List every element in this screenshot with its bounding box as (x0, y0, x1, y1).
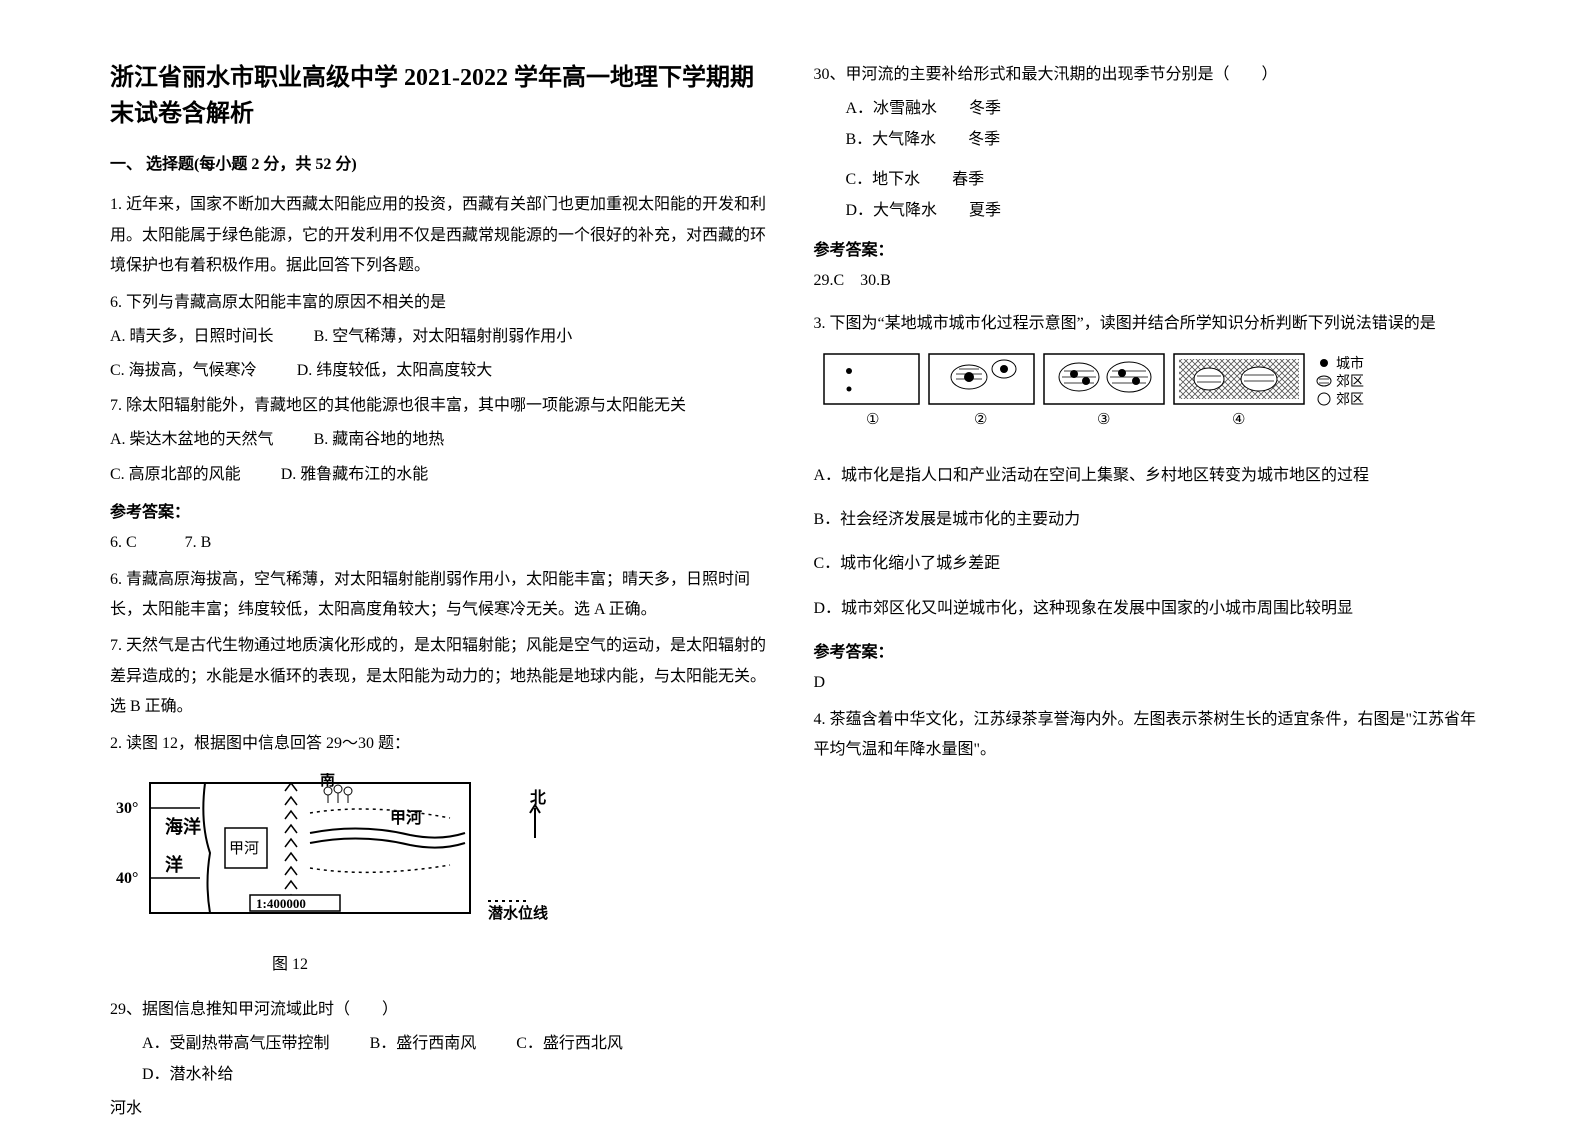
q29-opts: A．受副热带高气压带控制 B．盛行西南风 C．盛行西北风 D．潜水补给 (142, 1029, 774, 1090)
opt-29b: B．盛行西南风 (370, 1029, 477, 1059)
q2-stem: 2. 读图 12，根据图中信息回答 29～30 题： (110, 729, 774, 759)
opt-7b: B. 藏南谷地的地热 (314, 425, 445, 455)
q30-row2: C．地下水 春季 D．大气降水 夏季 (846, 165, 1478, 226)
opt-6d: D. 纬度较低，太阳高度较大 (297, 356, 493, 386)
q1-answer-label: 参考答案： (110, 498, 774, 528)
num2: ② (974, 412, 987, 428)
legend-exurb: 郊区 (1336, 391, 1364, 408)
opt-6a: A. 晴天多，日照时间长 (110, 322, 274, 352)
opt-29d: D．潜水补给 (142, 1060, 234, 1090)
q30-row1: A．冰雪融水 冬季 B．大气降水 冬季 (846, 94, 1478, 155)
q1-s6-row1: A. 晴天多，日照时间长 B. 空气稀薄，对太阳辐射削弱作用小 (110, 322, 774, 352)
figure-12: 30° 40° 海洋 洋 甲河 (110, 773, 774, 981)
q29-tail: 河水 (110, 1094, 774, 1124)
q30-answer-label: 参考答案： (814, 236, 1478, 266)
south-label: 南 (320, 773, 335, 789)
exam-title: 浙江省丽水市职业高级中学 2021-2022 学年高一地理下学期期末试卷含解析 (110, 60, 774, 132)
q4-stem: 4. 茶蕴含着中华文化，江苏绿茶享誉海内外。左图表示茶树生长的适宜条件，右图是"… (814, 705, 1478, 766)
q3-a: A．城市化是指人口和产业活动在空间上集聚、乡村地区转变为城市地区的过程 (814, 461, 1478, 491)
lat-40: 40° (116, 870, 138, 887)
legend-city: 城市 (1336, 355, 1364, 372)
legend-suburb: 郊区 (1336, 373, 1364, 390)
q1-stem: 1. 近年来，国家不断加大西藏太阳能应用的投资，西藏有关部门也更加重视太阳能的开… (110, 190, 774, 281)
q1-s7-row1: A. 柴达木盆地的天然气 B. 藏南谷地的地热 (110, 425, 774, 455)
right-column: 30、甲河流的主要补给形式和最大汛期的出现季节分别是（ ） A．冰雪融水 冬季 … (794, 60, 1498, 1062)
scale-label: 1:400000 (256, 896, 306, 911)
q1-s7-row2: C. 高原北部的风能 D. 雅鲁藏布江的水能 (110, 460, 774, 490)
opt-7d: D. 雅鲁藏布江的水能 (281, 460, 429, 490)
q30: 30、甲河流的主要补给形式和最大汛期的出现季节分别是（ ） (814, 60, 1478, 90)
num3: ③ (1097, 412, 1110, 428)
opt-30c: C．地下水 春季 (846, 165, 1149, 195)
q1-sub7: 7. 除太阳辐射能外，青藏地区的其他能源也很丰富，其中哪一项能源与太阳能无关 (110, 391, 774, 421)
q30-answer: 29.C 30.B (814, 266, 1478, 296)
river-label: 甲河 (229, 840, 259, 857)
opt-6c: C. 海拔高，气候寒冷 (110, 356, 257, 386)
left-column: 浙江省丽水市职业高级中学 2021-2022 学年高一地理下学期期末试卷含解析 … (90, 60, 794, 1062)
q3-d: D．城市郊区化又叫逆城市化，这种现象在发展中国家的小城市周围比较明显 (814, 594, 1478, 624)
map-svg: 30° 40° 海洋 洋 甲河 (110, 773, 570, 933)
q1-answer: 6. C 7. B (110, 528, 774, 558)
opt-29a: A．受副热带高气压带控制 (142, 1029, 330, 1059)
urbanization-figure: 城市 郊区 郊区 ① ② ③ ④ (814, 349, 1478, 450)
opt-7a: A. 柴达木盆地的天然气 (110, 425, 274, 455)
opt-29c: C．盛行西北风 (516, 1029, 623, 1059)
north-label: 北 (530, 789, 546, 807)
section-header: 一、 选择题(每小题 2 分，共 52 分) (110, 150, 774, 180)
lat-30: 30° (116, 800, 138, 817)
q1-exp6: 6. 青藏高原海拔高，空气稀薄，对太阳辐射能削弱作用小，太阳能丰富；晴天多，日照… (110, 565, 774, 626)
q3-answer: D (814, 668, 1478, 698)
ocean-label2: 洋 (165, 854, 183, 875)
num1: ① (866, 412, 879, 428)
num4: ④ (1232, 412, 1245, 428)
q3-b: B．社会经济发展是城市化的主要动力 (814, 505, 1478, 535)
q3-answer-label: 参考答案： (814, 638, 1478, 668)
q1-s6-row2: C. 海拔高，气候寒冷 D. 纬度较低，太阳高度较大 (110, 356, 774, 386)
opt-30d: D．大气降水 夏季 (846, 196, 1149, 226)
opt-7c: C. 高原北部的风能 (110, 460, 241, 490)
opt-30a: A．冰雪融水 冬季 (846, 94, 1149, 124)
opt-6b: B. 空气稀薄，对太阳辐射削弱作用小 (314, 322, 573, 352)
fig12-caption: 图 12 (110, 950, 470, 980)
opt-30b: B．大气降水 冬季 (846, 125, 1149, 155)
q3-c: C．城市化缩小了城乡差距 (814, 549, 1478, 579)
q3-stem: 3. 下图为“某地城市城市化过程示意图”，读图并结合所学知识分析判断下列说法错误… (814, 309, 1478, 339)
q29: 29、据图信息推知甲河流域此时（ ） (110, 995, 774, 1025)
ocean-label: 海洋 (165, 816, 201, 837)
legend-label: 潜水位线 (488, 904, 548, 922)
q1-exp7: 7. 天然气是古代生物通过地质演化形成的，是太阳辐射能；风能是空气的运动，是太阳… (110, 631, 774, 722)
panel4-icon (1179, 359, 1299, 399)
q1-sub6: 6. 下列与青藏高原太阳能丰富的原因不相关的是 (110, 288, 774, 318)
